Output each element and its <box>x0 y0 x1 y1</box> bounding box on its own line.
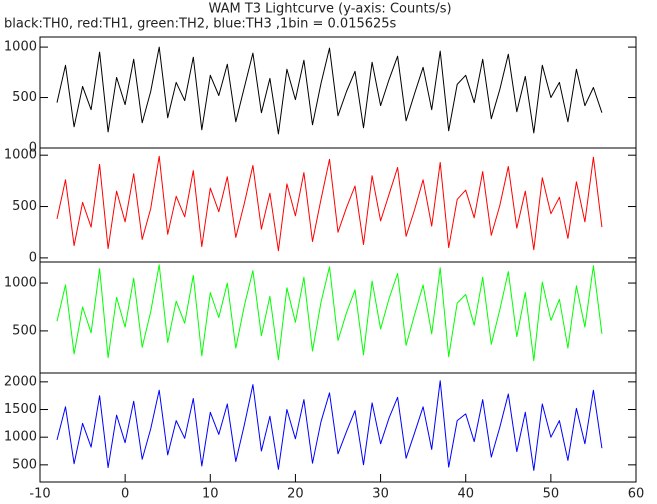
y-tick-label: 1000 <box>4 276 37 291</box>
x-tick-label: 0 <box>121 487 129 502</box>
x-tick-label: -10 <box>29 487 50 502</box>
y-tick-label: 500 <box>12 323 37 338</box>
lightcurve <box>56 155 603 252</box>
y-tick-label: 0 <box>29 250 37 265</box>
y-tick-label: 0 <box>29 141 37 156</box>
y-tick-label: 500 <box>12 90 37 105</box>
y-tick-label: 500 <box>12 199 37 214</box>
lightcurve <box>56 380 603 471</box>
panel-frame <box>39 36 637 149</box>
y-tick-label: 1000 <box>4 148 37 163</box>
y-tick-label: 1500 <box>4 402 37 417</box>
y-tick-label: 500 <box>12 457 37 472</box>
y-tick-label: 1000 <box>4 430 37 445</box>
x-tick-label: 10 <box>202 487 219 502</box>
x-tick-label: 20 <box>287 487 304 502</box>
x-tick-label: 60 <box>628 487 645 502</box>
panel-frame <box>39 261 637 374</box>
chart-subtitle: black:TH0, red:TH1, green:TH2, blue:TH3 … <box>4 17 397 32</box>
y-tick-label: 2000 <box>4 374 37 389</box>
panel-frame <box>39 147 637 263</box>
lightcurve <box>56 264 603 362</box>
chart-title: WAM T3 Lightcurve (y-axis: Counts/s) <box>208 2 451 17</box>
x-tick-label: 30 <box>372 487 389 502</box>
x-tick-label: 50 <box>543 487 560 502</box>
panel-frame <box>39 372 637 483</box>
lightcurve <box>56 46 603 135</box>
x-tick-label: 40 <box>457 487 474 502</box>
y-tick-label: 1000 <box>4 40 37 55</box>
